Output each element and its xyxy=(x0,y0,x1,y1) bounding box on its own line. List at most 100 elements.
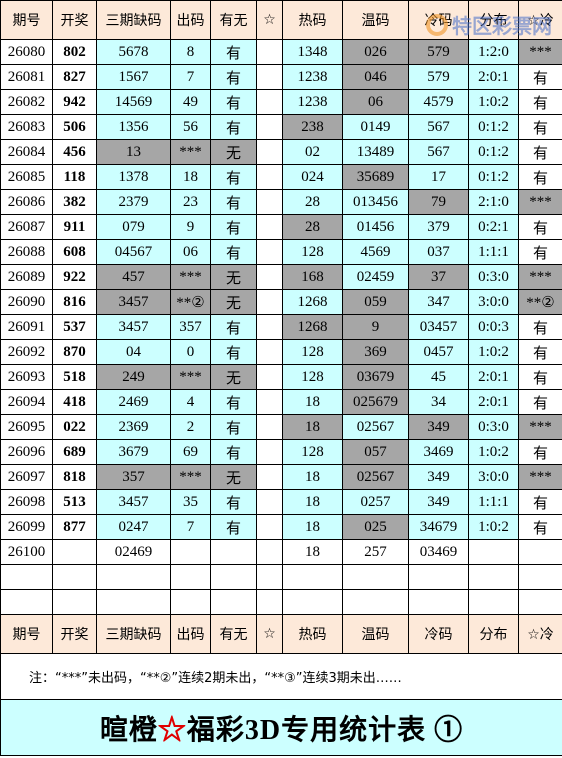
cell: 0:1:2 xyxy=(468,139,519,165)
cell: 无 xyxy=(210,364,257,390)
header-cell: 热码 xyxy=(282,614,343,654)
cell: 046 xyxy=(342,64,409,90)
note-row: 注：“***”未出码，“**②”连续2期未出，“**③”连续3期未出…… xyxy=(0,653,562,700)
cell: 26084 xyxy=(0,139,53,165)
empty-cell xyxy=(170,589,211,615)
cell: 818 xyxy=(52,464,97,490)
cell: 06 xyxy=(170,239,211,265)
empty-cell xyxy=(210,589,257,615)
header-cell: ☆冷 xyxy=(518,614,562,654)
data-row: 26080 802 5678 8 有 1348 026 579 1:2:0 *** xyxy=(0,39,562,65)
cell: 有 xyxy=(518,64,562,90)
cell: 17 xyxy=(408,164,469,190)
cell xyxy=(468,539,519,565)
cell: 2469 xyxy=(96,389,171,415)
cell: 013456 xyxy=(342,189,409,215)
cell xyxy=(256,314,283,340)
cell xyxy=(256,414,283,440)
cell: 024 xyxy=(282,164,343,190)
cell: 26082 xyxy=(0,89,53,115)
cell: 有 xyxy=(210,514,257,540)
cell: 有 xyxy=(210,489,257,515)
watermark-logo xyxy=(426,13,448,36)
cell: 有 xyxy=(210,89,257,115)
cell: 有 xyxy=(518,314,562,340)
cell: 06 xyxy=(342,89,409,115)
cell: 0149 xyxy=(342,114,409,140)
cell: 1238 xyxy=(282,64,343,90)
empty-cell xyxy=(342,564,409,590)
cell: 357 xyxy=(170,314,211,340)
cell: 3469 xyxy=(408,439,469,465)
cell: 56 xyxy=(170,114,211,140)
cell: 02459 xyxy=(342,264,409,290)
cell: 26086 xyxy=(0,189,53,215)
cell: 579 xyxy=(408,64,469,90)
cell: 有 xyxy=(518,364,562,390)
cell: **② xyxy=(170,289,211,315)
cell: 0:1:2 xyxy=(468,114,519,140)
cell: 有 xyxy=(210,414,257,440)
cell: 3:0:0 xyxy=(468,464,519,490)
cell: 349 xyxy=(408,464,469,490)
cell: 1268 xyxy=(282,289,343,315)
cell: 02 xyxy=(282,139,343,165)
cell: 1:0:2 xyxy=(468,514,519,540)
cell: 506 xyxy=(52,114,97,140)
cell: 有 xyxy=(518,439,562,465)
cell: 26088 xyxy=(0,239,53,265)
cell: 18 xyxy=(170,164,211,190)
cell: 26098 xyxy=(0,489,53,515)
cell: 249 xyxy=(96,364,171,390)
header-cell: 有无 xyxy=(210,614,257,654)
cell: 37 xyxy=(408,264,469,290)
cell: 128 xyxy=(282,439,343,465)
watermark: 特区彩票网 xyxy=(426,10,552,39)
cell: 有 xyxy=(518,514,562,540)
cell: 23 xyxy=(170,189,211,215)
cell: 18 xyxy=(282,389,343,415)
cell: 911 xyxy=(52,214,97,240)
cell: 03679 xyxy=(342,364,409,390)
empty-cell xyxy=(518,589,562,615)
header-cell: ☆ xyxy=(256,614,283,654)
header-row: 期号 开奖 三期缺码 出码 有无 ☆ 热码 温码 冷码 分布 ☆冷 xyxy=(0,0,562,40)
empty-cell xyxy=(408,564,469,590)
cell: 02567 xyxy=(342,464,409,490)
cell: 45 xyxy=(408,364,469,390)
cell: 922 xyxy=(52,264,97,290)
cell: 579 xyxy=(408,39,469,65)
cell: 26100 xyxy=(0,539,53,565)
cell: 49 xyxy=(170,89,211,115)
cell: 1:2:0 xyxy=(468,39,519,65)
data-row: 26083 506 1356 56 有 238 0149 567 0:1:2 有 xyxy=(0,114,562,140)
cell: 0 xyxy=(170,339,211,365)
cell: 26099 xyxy=(0,514,53,540)
header-cell: 三期缺码 xyxy=(96,614,171,654)
cell: 0:3:0 xyxy=(468,264,519,290)
cell xyxy=(256,539,283,565)
cell: 有 xyxy=(210,439,257,465)
empty-cell xyxy=(408,589,469,615)
cell: 26083 xyxy=(0,114,53,140)
note-cell: 注：“***”未出码，“**②”连续2期未出，“**③”连续3期未出…… xyxy=(0,653,562,700)
cell: 1:1:1 xyxy=(468,489,519,515)
cell: 2369 xyxy=(96,414,171,440)
cell: 0257 xyxy=(342,489,409,515)
cell: 2:0:1 xyxy=(468,64,519,90)
cell: 26091 xyxy=(0,314,53,340)
cell: 079 xyxy=(96,214,171,240)
cell: 1378 xyxy=(96,164,171,190)
cell: *** xyxy=(170,364,211,390)
cell: *** xyxy=(518,39,562,65)
cell: 有 xyxy=(210,314,257,340)
cell: 257 xyxy=(342,539,409,565)
empty-cell xyxy=(52,564,97,590)
empty-row xyxy=(0,564,562,590)
cell: 34679 xyxy=(408,514,469,540)
cell: 26085 xyxy=(0,164,53,190)
empty-cell xyxy=(282,564,343,590)
cell: **② xyxy=(518,289,562,315)
cell xyxy=(256,239,283,265)
